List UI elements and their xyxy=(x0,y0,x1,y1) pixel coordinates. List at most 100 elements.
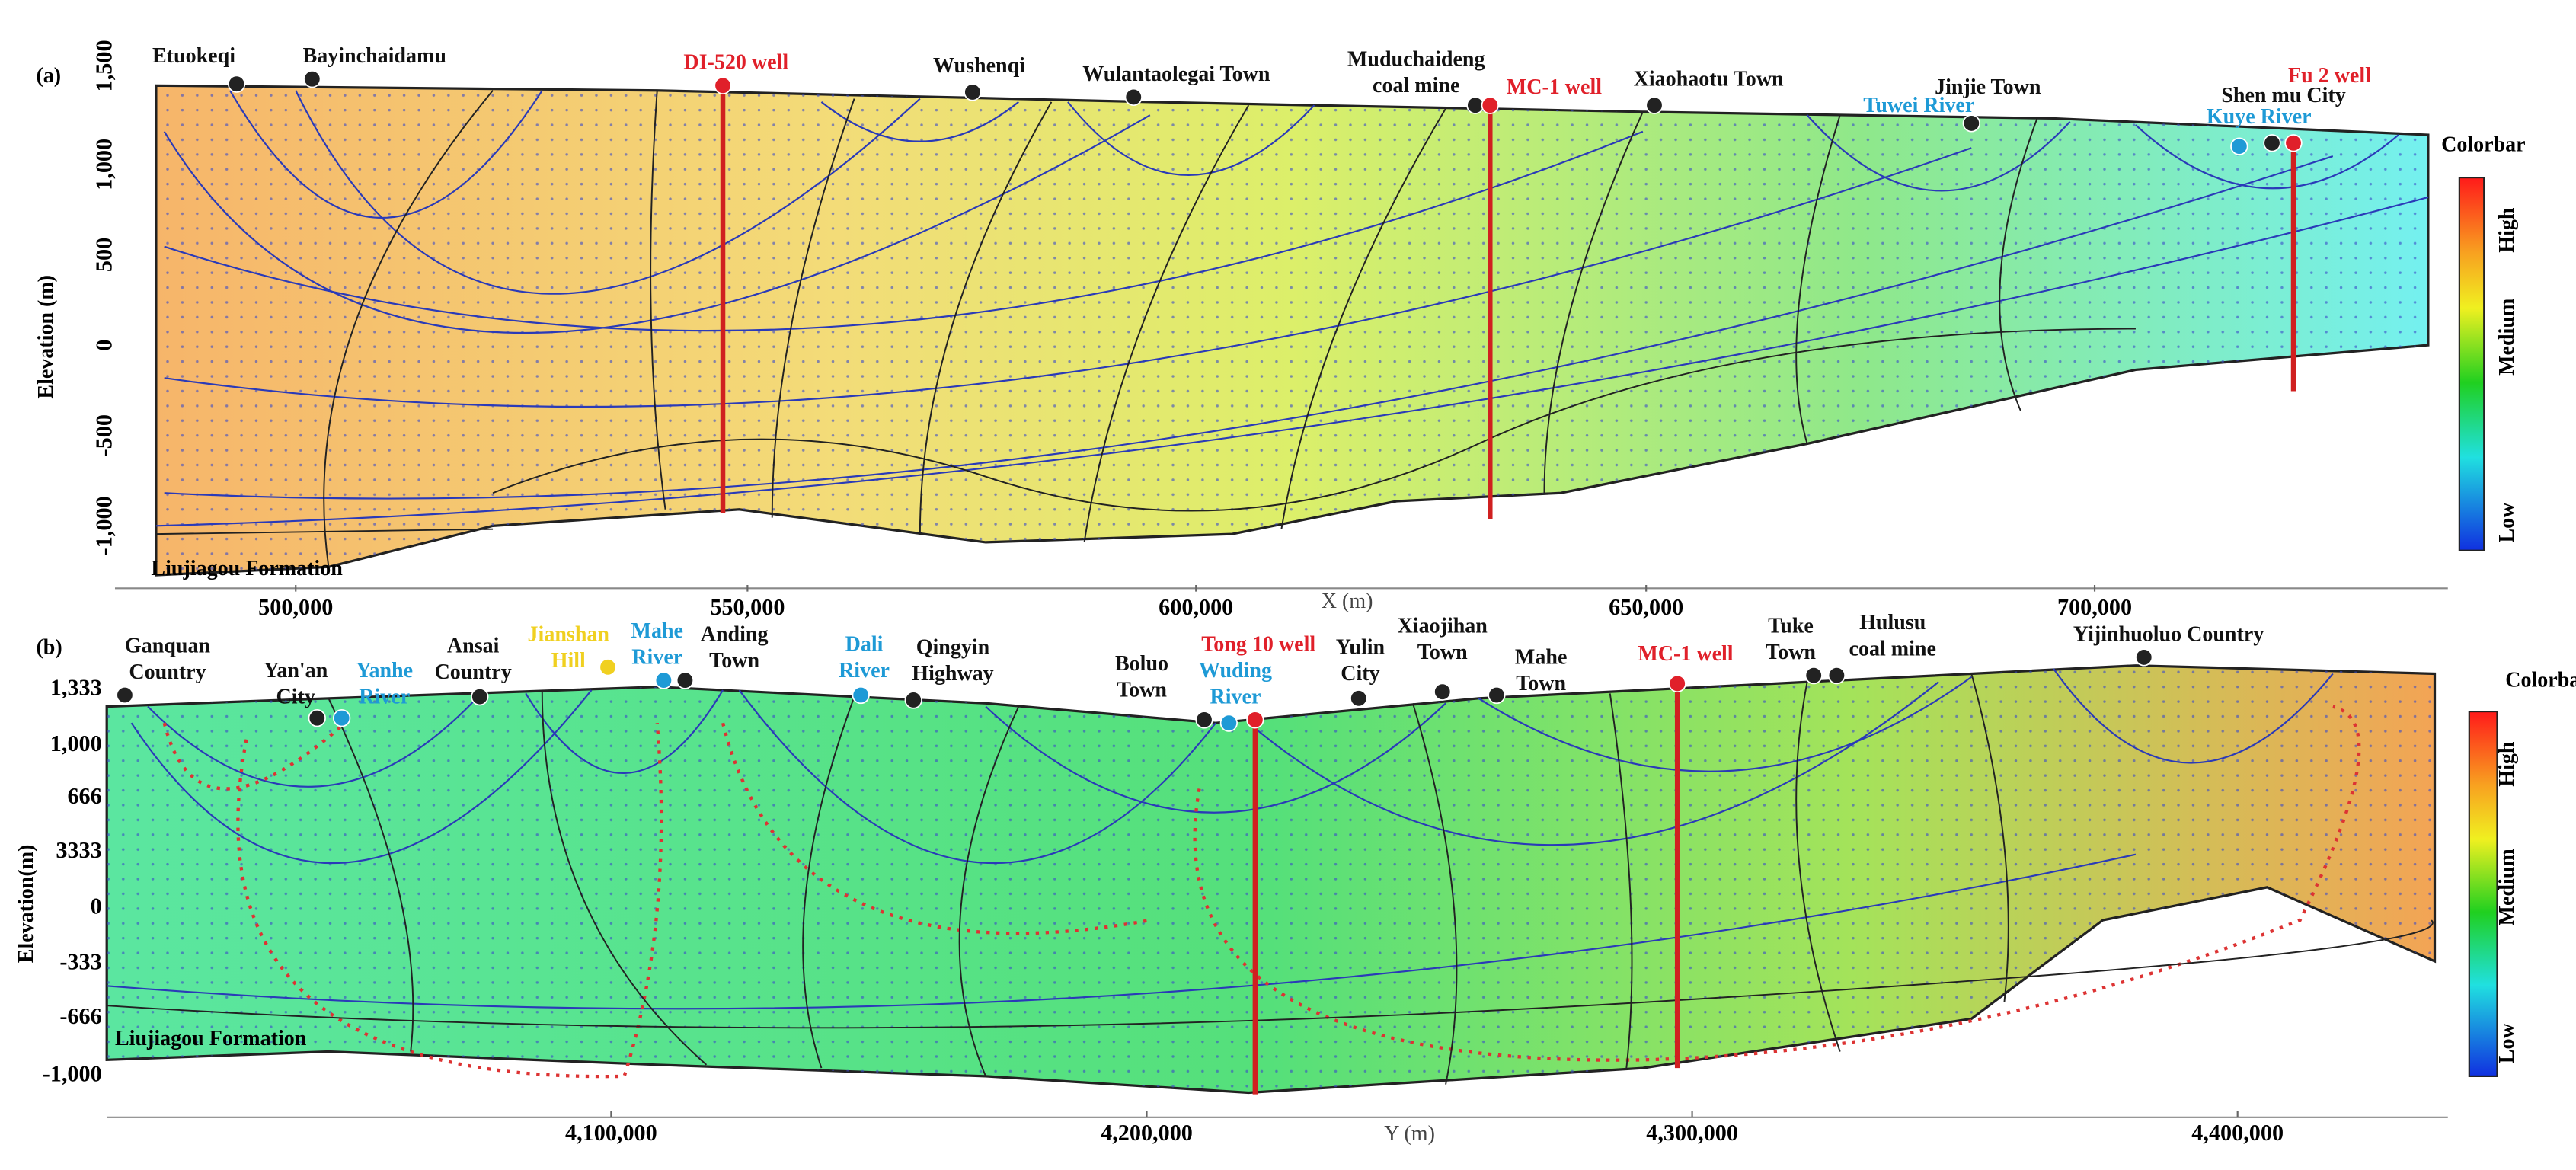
place-label: Yijinhuoluo Country xyxy=(2073,622,2264,646)
place-label: River xyxy=(1210,685,1261,708)
place-label: Wuding xyxy=(1199,659,1272,682)
colorbar-label: Low xyxy=(2495,1023,2519,1064)
colorbar-label: Medium xyxy=(2495,299,2519,376)
place-label: Kuye River xyxy=(2207,105,2312,129)
place-label: MC-1 well xyxy=(1507,75,1602,99)
y-tick-label: -1,000 xyxy=(91,496,117,555)
x-tick-label: 4,100,000 xyxy=(565,1120,657,1146)
place-label: Hill xyxy=(551,649,586,673)
place-label: Highway xyxy=(912,662,993,686)
place-label: Boluo xyxy=(1115,652,1168,676)
y-tick-label: -666 xyxy=(59,1003,101,1029)
colorbar-label: High xyxy=(2495,207,2519,253)
y-tick-label: 0 xyxy=(91,340,117,351)
y-axis-title: Elevation(m) xyxy=(14,845,38,964)
place-label: Tuwei River xyxy=(1863,94,1974,117)
place-label: Anding xyxy=(701,622,769,646)
x-axis-title: Y (m) xyxy=(1384,1122,1435,1146)
place-label: Xiaojihan xyxy=(1398,615,1488,638)
place-marker xyxy=(654,671,673,689)
place-marker xyxy=(2284,134,2303,152)
colorbar-title: Colorbar xyxy=(2505,669,2576,692)
place-label: River xyxy=(359,685,410,708)
place-marker xyxy=(714,76,732,94)
place-label: DI-520 well xyxy=(683,51,788,75)
y-tick-label: 500 xyxy=(91,238,117,272)
x-tick-label: 4,400,000 xyxy=(2191,1120,2284,1146)
colorbar-label: Medium xyxy=(2495,849,2519,925)
place-marker xyxy=(904,691,922,709)
place-label: Town xyxy=(1516,672,1566,695)
place-marker xyxy=(2135,648,2153,667)
place-label: Dali xyxy=(845,632,884,656)
place-marker xyxy=(1488,686,1506,705)
place-label: Yulin xyxy=(1336,636,1385,660)
place-marker xyxy=(227,75,246,93)
place-label: Xiaohaotu Town xyxy=(1634,67,1784,91)
place-label: Mahe xyxy=(631,619,683,643)
place-label: Ganquan xyxy=(125,634,211,657)
y-tick-label: 0 xyxy=(91,893,102,919)
colorbar-label: High xyxy=(2495,741,2519,787)
place-label: Yanhe xyxy=(356,659,413,682)
place-marker xyxy=(2230,137,2248,155)
place-marker xyxy=(964,83,982,101)
place-label: Tuke xyxy=(1768,615,1814,638)
y-tick-label: -1,000 xyxy=(43,1060,102,1086)
place-marker xyxy=(116,686,134,705)
place-label: MC-1 well xyxy=(1638,642,1733,666)
x-tick-label: 550,000 xyxy=(710,594,785,620)
place-label: Etuokeqi xyxy=(152,44,235,68)
place-label: Fu 2 well xyxy=(2288,64,2371,88)
place-marker xyxy=(1962,114,1980,133)
place-marker xyxy=(1246,711,1264,729)
place-label: Town xyxy=(1417,641,1468,664)
place-label: Qingyin xyxy=(916,636,990,660)
place-marker xyxy=(2263,134,2281,152)
place-label: Wushenqi xyxy=(933,54,1025,78)
place-label: Town xyxy=(1117,679,1167,702)
place-label: River xyxy=(839,659,890,682)
y-tick-label: -500 xyxy=(91,414,117,456)
place-label: coal mine xyxy=(1373,74,1459,98)
x-tick-label: 4,200,000 xyxy=(1101,1120,1193,1146)
place-label: coal mine xyxy=(1849,638,1936,661)
place-label: City xyxy=(276,685,315,708)
place-marker xyxy=(471,688,489,706)
place-marker xyxy=(1804,666,1823,685)
y-tick-label: 666 xyxy=(67,783,101,809)
place-label: Town xyxy=(1766,641,1816,664)
place-marker xyxy=(676,671,695,689)
section-a xyxy=(155,84,2430,577)
place-label: River xyxy=(631,646,682,670)
y-tick-label: 1,000 xyxy=(50,730,102,756)
place-marker xyxy=(1433,682,1452,701)
place-marker xyxy=(308,709,326,727)
place-marker xyxy=(1645,96,1664,114)
place-marker xyxy=(1350,689,1368,708)
wells xyxy=(720,85,2296,1095)
section-b xyxy=(105,664,2437,1095)
place-label: Yan'an xyxy=(264,659,328,682)
place-marker xyxy=(852,686,870,705)
place-label: Jianshan xyxy=(528,622,610,646)
place-label: Wulantaolegai Town xyxy=(1082,62,1270,86)
place-marker xyxy=(1124,88,1143,107)
panel-label: (a) xyxy=(36,64,61,88)
colorbar-title: Colorbar xyxy=(2441,133,2526,157)
place-marker xyxy=(1219,714,1238,732)
x-axis-title: X (m) xyxy=(1322,590,1373,613)
place-label: Bayinchaidamu xyxy=(303,44,446,68)
x-tick-label: 700,000 xyxy=(2057,594,2132,620)
place-label: City xyxy=(1341,662,1379,686)
y-tick-label: -333 xyxy=(59,949,101,975)
place-label: Country xyxy=(435,660,512,684)
place-label: Muduchaideng xyxy=(1347,47,1485,71)
place-label: Shen mu City xyxy=(2221,84,2345,107)
place-label: Tong 10 well xyxy=(1201,632,1315,656)
x-tick-label: 500,000 xyxy=(258,594,333,620)
place-label: Ansai xyxy=(447,634,500,657)
place-marker xyxy=(1481,96,1499,114)
x-tick-label: 650,000 xyxy=(1609,594,1683,620)
